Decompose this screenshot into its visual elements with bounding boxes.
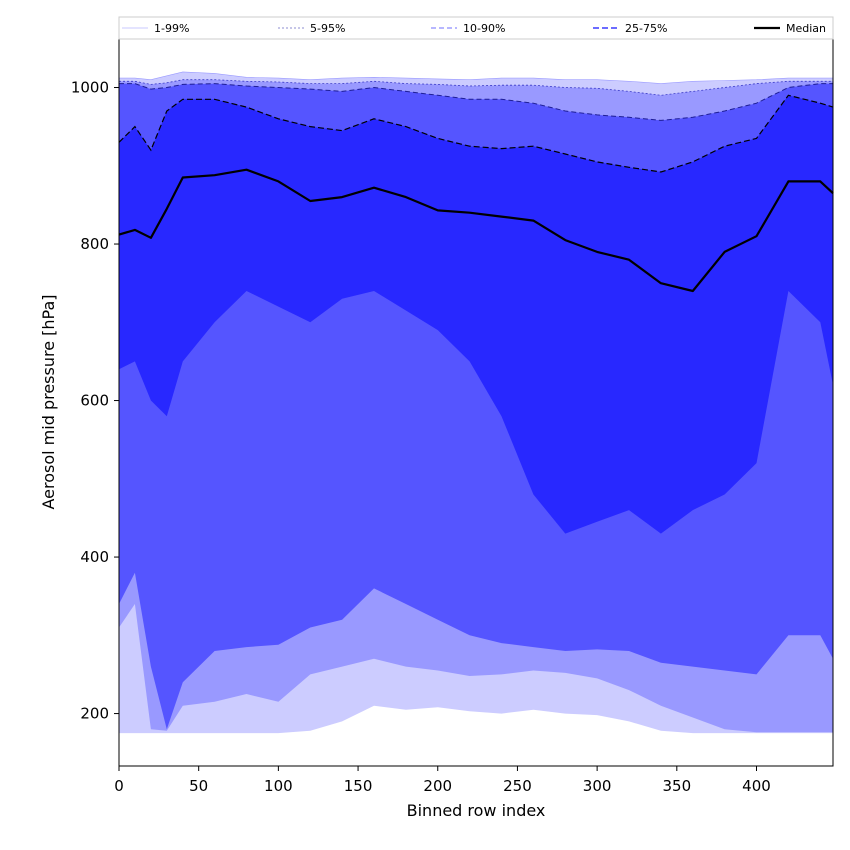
x-tick-label: 100	[264, 777, 293, 795]
x-tick-label: 0	[114, 777, 124, 795]
y-axis-title: Aerosol mid pressure [hPa]	[39, 294, 58, 509]
percentile-bands	[118, 71, 834, 734]
band-25-75-area	[119, 95, 833, 534]
legend-10-90-label: 10-90%	[463, 22, 505, 35]
x-axis-ticks: 0 50 100 150 200 250 300 350 400	[114, 766, 771, 795]
band-10-90-upper-edge	[119, 83, 833, 121]
band-25-75-upper-edge	[118, 94, 834, 173]
legend-median-label: Median	[786, 22, 826, 35]
x-tick-label: 350	[662, 777, 691, 795]
x-tick-label: 250	[503, 777, 532, 795]
x-axis-title: Binned row index	[407, 801, 546, 820]
y-tick-label: 600	[80, 392, 109, 410]
x-tick-label: 200	[423, 777, 452, 795]
x-tick-label: 150	[344, 777, 373, 795]
x-tick-label: 400	[742, 777, 771, 795]
legend-1-99-label: 1-99%	[154, 22, 189, 35]
y-tick-label: 1000	[71, 79, 109, 97]
legend: 1-99% 5-95% 10-90% 25-75% Median	[118, 16, 834, 40]
y-tick-label: 800	[80, 235, 109, 253]
legend-5-95-label: 5-95%	[310, 22, 345, 35]
x-tick-label: 300	[583, 777, 612, 795]
band-1-99-upper-edge	[119, 71, 833, 84]
median-line	[118, 168, 834, 293]
y-tick-label: 200	[80, 705, 109, 723]
legend-25-75-label: 25-75%	[625, 22, 667, 35]
x-tick-label: 50	[189, 777, 208, 795]
y-axis-ticks: 200 400 600 800 1000	[71, 79, 119, 723]
legend-box	[118, 16, 834, 40]
y-tick-label: 400	[80, 548, 109, 566]
median-layer	[118, 168, 834, 293]
band-5-95-upper-edge	[119, 79, 833, 96]
